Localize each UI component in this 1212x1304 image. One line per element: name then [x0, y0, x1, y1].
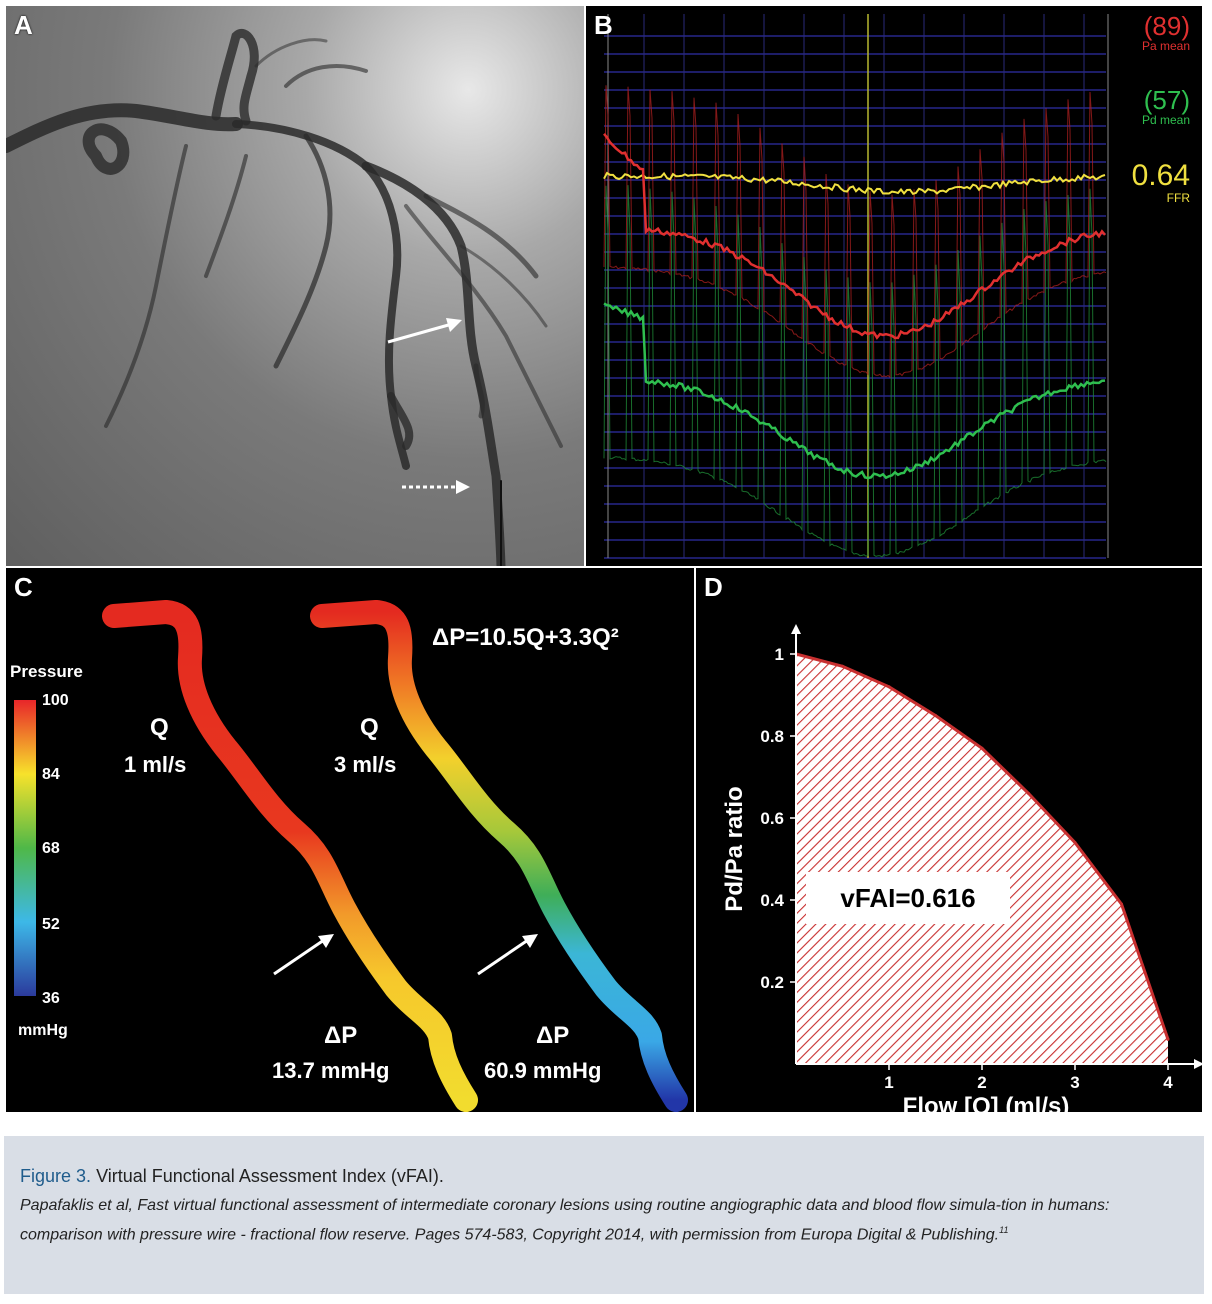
- scale-unit: mmHg: [18, 1022, 68, 1039]
- vessel-model-1-ml-s: [102, 600, 478, 1112]
- x-axis-label: Flow [Q] (ml/s): [903, 1093, 1070, 1112]
- pressure-color-scale: [14, 700, 36, 996]
- vfai-chart-svg: 1 2 3 4 1 0.8 0.6 0.4 0.2 Flow [Q] (ml/s) Pd/Pa ra…: [721, 624, 1202, 1112]
- panel-d-vfai-chart: 1 2 3 4 1 0.8 0.6 0.4 0.2 Flow [Q] (ml/s) Pd/Pa ra…: [696, 568, 1202, 1112]
- curve-point: [1120, 902, 1123, 906]
- pd-mean-value: (57): [1143, 85, 1190, 115]
- scale-tick-84: 84: [42, 766, 60, 783]
- pd-mean-readout: (57) Pd mean: [1142, 86, 1190, 127]
- caption-body-block: Papafaklis et al, Fast virtual functiona…: [20, 1194, 1188, 1247]
- pa-mean-readout: (89) Pa mean: [1142, 12, 1190, 53]
- curve-point: [934, 714, 937, 717]
- left-dp-label: ΔP: [324, 1022, 358, 1049]
- caption-title-line: Figure 3. Virtual Functional Assessment …: [20, 1166, 444, 1187]
- panel-a-angiogram: A: [6, 6, 584, 566]
- panel-b-label: B: [594, 10, 613, 40]
- right-q-label: Q: [360, 714, 379, 741]
- pa-mean-value: (89): [1143, 11, 1190, 41]
- right-dp-value: 60.9 mmHg: [484, 1058, 602, 1083]
- panel-b-pressure-tracing: B (89) Pa mean (57) Pd mean 0.64 FFR: [586, 6, 1202, 566]
- scale-tick-36: 36: [42, 990, 60, 1007]
- x-tick-label: 3: [1070, 1073, 1079, 1092]
- angiogram-image: [6, 29, 563, 566]
- y-tick-label: 0.6: [760, 809, 784, 828]
- lesion-arrow-icon: [387, 318, 462, 344]
- simulation-render: [14, 600, 688, 1112]
- right-dp-label: ΔP: [536, 1022, 570, 1049]
- caption-reference: 11: [999, 1225, 1009, 1235]
- curve-point: [841, 664, 844, 668]
- x-tick-label: 4: [1163, 1073, 1173, 1092]
- x-tick-label: 1: [884, 1073, 893, 1092]
- panel-c-flow-simulation: C Pressure 100 84 68 52 36 mmHg ΔP=10.5Q…: [6, 568, 694, 1112]
- y-tick-label: 0.4: [760, 891, 784, 910]
- panel-a-label: A: [14, 10, 33, 40]
- caption-title: Virtual Functional Assessment Index (vFA…: [96, 1166, 444, 1186]
- panel-c-label: C: [14, 572, 33, 602]
- vessel-model-3-ml-s: [310, 600, 688, 1112]
- pressure-scale-title: Pressure: [10, 662, 83, 681]
- curve-point: [887, 685, 891, 689]
- figure: A B (89) Pa mean (57) Pd mean 0.64 FFR: [6, 6, 1202, 1112]
- caption-figure-label: Figure 3.: [20, 1166, 92, 1186]
- wire-position-arrow-icon: [402, 480, 470, 494]
- y-tick-label: 1: [775, 645, 784, 664]
- left-dp-value: 13.7 mmHg: [272, 1058, 390, 1083]
- right-q-value: 3 ml/s: [334, 752, 397, 777]
- scale-tick-68: 68: [42, 840, 60, 857]
- vfai-annotation: vFAI=0.616: [806, 872, 1010, 924]
- x-tick-label: 2: [977, 1073, 986, 1092]
- vfai-area: [796, 654, 1168, 1064]
- stenosis-arrow-right-icon: [477, 934, 538, 976]
- curve-point: [1027, 791, 1030, 795]
- curve-point: [980, 746, 984, 750]
- figure-caption: Figure 3. Virtual Functional Assessment …: [4, 1136, 1204, 1294]
- stenosis-arrow-left-icon: [273, 934, 334, 976]
- scale-tick-100: 100: [42, 692, 69, 709]
- curve-point: [1073, 841, 1077, 845]
- scale-tick-52: 52: [42, 916, 60, 933]
- panel-d-label: D: [704, 572, 723, 602]
- left-q-value: 1 ml/s: [124, 752, 187, 777]
- y-tick-label: 0.8: [760, 727, 784, 746]
- ffr-label: FFR: [1166, 191, 1190, 205]
- caption-body: Papafaklis et al, Fast virtual functiona…: [20, 1197, 1110, 1244]
- y-axis-label: Pd/Pa ratio: [721, 786, 748, 911]
- pressure-drop-equation: ΔP=10.5Q+3.3Q²: [432, 624, 619, 651]
- pressure-tracing-plot: [603, 14, 1109, 559]
- curve-point: [1166, 1037, 1170, 1041]
- left-q-label: Q: [150, 714, 169, 741]
- pa-mean-label: Pa mean: [1141, 39, 1190, 53]
- ffr-value: 0.64: [1131, 159, 1190, 192]
- ffr-readout: 0.64 FFR: [1132, 160, 1190, 205]
- pd-mean-label: Pd mean: [1141, 113, 1190, 127]
- y-tick-label: 0.2: [760, 973, 784, 992]
